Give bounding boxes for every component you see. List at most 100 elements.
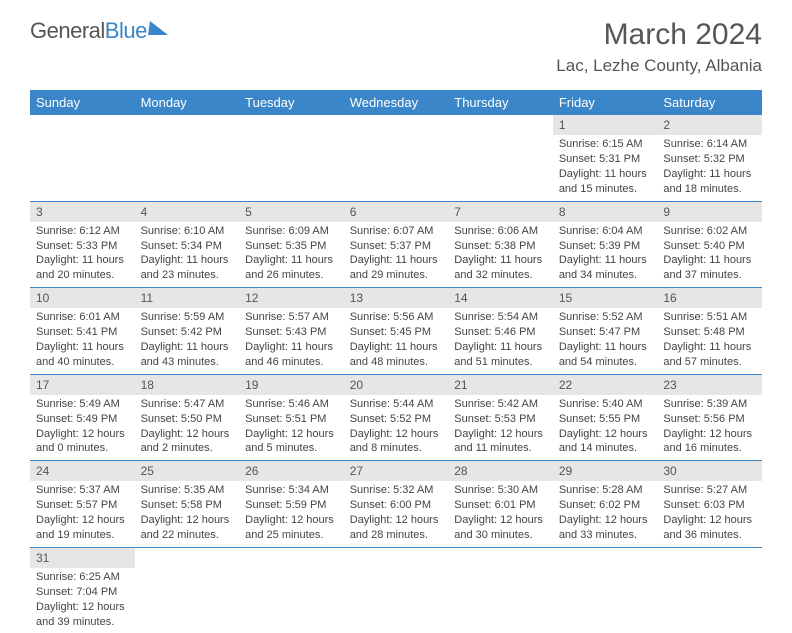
sunset-text: Sunset: 5:50 PM — [141, 412, 234, 427]
day-number: 10 — [30, 288, 135, 308]
sunset-text: Sunset: 5:59 PM — [245, 498, 338, 513]
sunset-text: Sunset: 6:00 PM — [350, 498, 443, 513]
daylight-text: Daylight: 12 hours and 16 minutes. — [663, 427, 756, 457]
calendar-row: 3Sunrise: 6:12 AMSunset: 5:33 PMDaylight… — [30, 201, 762, 288]
sunset-text: Sunset: 5:52 PM — [350, 412, 443, 427]
calendar-cell: 13Sunrise: 5:56 AMSunset: 5:45 PMDayligh… — [344, 288, 449, 375]
weekday-header: Monday — [135, 90, 240, 115]
sunset-text: Sunset: 5:39 PM — [559, 239, 652, 254]
daylight-text: Daylight: 11 hours and 40 minutes. — [36, 340, 129, 370]
day-number: 25 — [135, 461, 240, 481]
day-details: Sunrise: 6:01 AMSunset: 5:41 PMDaylight:… — [30, 308, 135, 373]
calendar-cell: 28Sunrise: 5:30 AMSunset: 6:01 PMDayligh… — [448, 461, 553, 548]
sunrise-text: Sunrise: 6:15 AM — [559, 137, 652, 152]
sunrise-text: Sunrise: 5:56 AM — [350, 310, 443, 325]
sunset-text: Sunset: 5:51 PM — [245, 412, 338, 427]
sunrise-text: Sunrise: 6:07 AM — [350, 224, 443, 239]
daylight-text: Daylight: 11 hours and 32 minutes. — [454, 253, 547, 283]
sunrise-text: Sunrise: 5:39 AM — [663, 397, 756, 412]
sunset-text: Sunset: 5:33 PM — [36, 239, 129, 254]
day-details: Sunrise: 6:07 AMSunset: 5:37 PMDaylight:… — [344, 222, 449, 287]
day-number: 31 — [30, 548, 135, 568]
sunset-text: Sunset: 5:58 PM — [141, 498, 234, 513]
calendar-cell-empty — [657, 547, 762, 633]
day-number: 1 — [553, 115, 658, 135]
sunset-text: Sunset: 5:45 PM — [350, 325, 443, 340]
daylight-text: Daylight: 12 hours and 25 minutes. — [245, 513, 338, 543]
weekday-header: Saturday — [657, 90, 762, 115]
day-number: 21 — [448, 375, 553, 395]
daylight-text: Daylight: 12 hours and 5 minutes. — [245, 427, 338, 457]
sunset-text: Sunset: 5:41 PM — [36, 325, 129, 340]
day-number: 20 — [344, 375, 449, 395]
sunrise-text: Sunrise: 5:54 AM — [454, 310, 547, 325]
day-number: 11 — [135, 288, 240, 308]
sunrise-text: Sunrise: 6:25 AM — [36, 570, 129, 585]
day-number: 8 — [553, 202, 658, 222]
weekday-header: Tuesday — [239, 90, 344, 115]
day-details: Sunrise: 5:37 AMSunset: 5:57 PMDaylight:… — [30, 481, 135, 546]
calendar-row: 1Sunrise: 6:15 AMSunset: 5:31 PMDaylight… — [30, 115, 762, 201]
daylight-text: Daylight: 11 hours and 43 minutes. — [141, 340, 234, 370]
daylight-text: Daylight: 12 hours and 19 minutes. — [36, 513, 129, 543]
calendar-cell: 31 Sunrise: 6:25 AMSunset: 7:04 PMDayligh… — [30, 547, 135, 633]
daylight-text: Daylight: 12 hours and 39 minutes. — [36, 600, 129, 630]
calendar-cell: 10Sunrise: 6:01 AMSunset: 5:41 PMDayligh… — [30, 288, 135, 375]
calendar-cell: 30Sunrise: 5:27 AMSunset: 6:03 PMDayligh… — [657, 461, 762, 548]
calendar-cell-empty — [344, 115, 449, 201]
calendar-cell: 7Sunrise: 6:06 AMSunset: 5:38 PMDaylight… — [448, 201, 553, 288]
day-details: Sunrise: 6:15 AMSunset: 5:31 PMDaylight:… — [553, 135, 658, 200]
flag-icon — [148, 21, 170, 35]
day-details: Sunrise: 6:14 AMSunset: 5:32 PMDaylight:… — [657, 135, 762, 200]
calendar-cell: 29Sunrise: 5:28 AMSunset: 6:02 PMDayligh… — [553, 461, 658, 548]
day-details: Sunrise: 6:09 AMSunset: 5:35 PMDaylight:… — [239, 222, 344, 287]
sunset-text: Sunset: 5:47 PM — [559, 325, 652, 340]
day-number: 7 — [448, 202, 553, 222]
daylight-text: Daylight: 11 hours and 15 minutes. — [559, 167, 652, 197]
sunset-text: Sunset: 7:04 PM — [36, 585, 129, 600]
daylight-text: Daylight: 12 hours and 14 minutes. — [559, 427, 652, 457]
sunrise-text: Sunrise: 5:30 AM — [454, 483, 547, 498]
sunset-text: Sunset: 5:48 PM — [663, 325, 756, 340]
day-details: Sunrise: 5:27 AMSunset: 6:03 PMDaylight:… — [657, 481, 762, 546]
daylight-text: Daylight: 11 hours and 51 minutes. — [454, 340, 547, 370]
calendar-cell: 16Sunrise: 5:51 AMSunset: 5:48 PMDayligh… — [657, 288, 762, 375]
day-number: 17 — [30, 375, 135, 395]
calendar-cell-empty — [239, 547, 344, 633]
daylight-text: Daylight: 11 hours and 46 minutes. — [245, 340, 338, 370]
calendar-cell: 3Sunrise: 6:12 AMSunset: 5:33 PMDaylight… — [30, 201, 135, 288]
daylight-text: Daylight: 11 hours and 26 minutes. — [245, 253, 338, 283]
day-details: Sunrise: 5:57 AMSunset: 5:43 PMDaylight:… — [239, 308, 344, 373]
sunset-text: Sunset: 5:43 PM — [245, 325, 338, 340]
logo-text-1: General — [30, 18, 105, 44]
sunset-text: Sunset: 6:02 PM — [559, 498, 652, 513]
day-details: Sunrise: 5:30 AMSunset: 6:01 PMDaylight:… — [448, 481, 553, 546]
sunrise-text: Sunrise: 5:44 AM — [350, 397, 443, 412]
daylight-text: Daylight: 11 hours and 18 minutes. — [663, 167, 756, 197]
day-number: 12 — [239, 288, 344, 308]
calendar-cell-empty — [239, 115, 344, 201]
sunset-text: Sunset: 6:01 PM — [454, 498, 547, 513]
sunset-text: Sunset: 5:55 PM — [559, 412, 652, 427]
weekday-header: Wednesday — [344, 90, 449, 115]
calendar-table: Sunday Monday Tuesday Wednesday Thursday… — [30, 90, 762, 633]
day-number: 26 — [239, 461, 344, 481]
calendar-cell: 1Sunrise: 6:15 AMSunset: 5:31 PMDaylight… — [553, 115, 658, 201]
day-details: Sunrise: 5:34 AMSunset: 5:59 PMDaylight:… — [239, 481, 344, 546]
day-details: Sunrise: 5:32 AMSunset: 6:00 PMDaylight:… — [344, 481, 449, 546]
day-number: 22 — [553, 375, 658, 395]
calendar-cell: 8Sunrise: 6:04 AMSunset: 5:39 PMDaylight… — [553, 201, 658, 288]
day-number: 29 — [553, 461, 658, 481]
daylight-text: Daylight: 12 hours and 36 minutes. — [663, 513, 756, 543]
calendar-cell: 15Sunrise: 5:52 AMSunset: 5:47 PMDayligh… — [553, 288, 658, 375]
sunset-text: Sunset: 5:42 PM — [141, 325, 234, 340]
calendar-cell-empty — [344, 547, 449, 633]
sunrise-text: Sunrise: 5:28 AM — [559, 483, 652, 498]
daylight-text: Daylight: 11 hours and 29 minutes. — [350, 253, 443, 283]
sunrise-text: Sunrise: 5:27 AM — [663, 483, 756, 498]
sunrise-text: Sunrise: 6:02 AM — [663, 224, 756, 239]
month-title: March 2024 — [556, 18, 762, 52]
daylight-text: Daylight: 12 hours and 0 minutes. — [36, 427, 129, 457]
sunrise-text: Sunrise: 6:09 AM — [245, 224, 338, 239]
daylight-text: Daylight: 11 hours and 20 minutes. — [36, 253, 129, 283]
